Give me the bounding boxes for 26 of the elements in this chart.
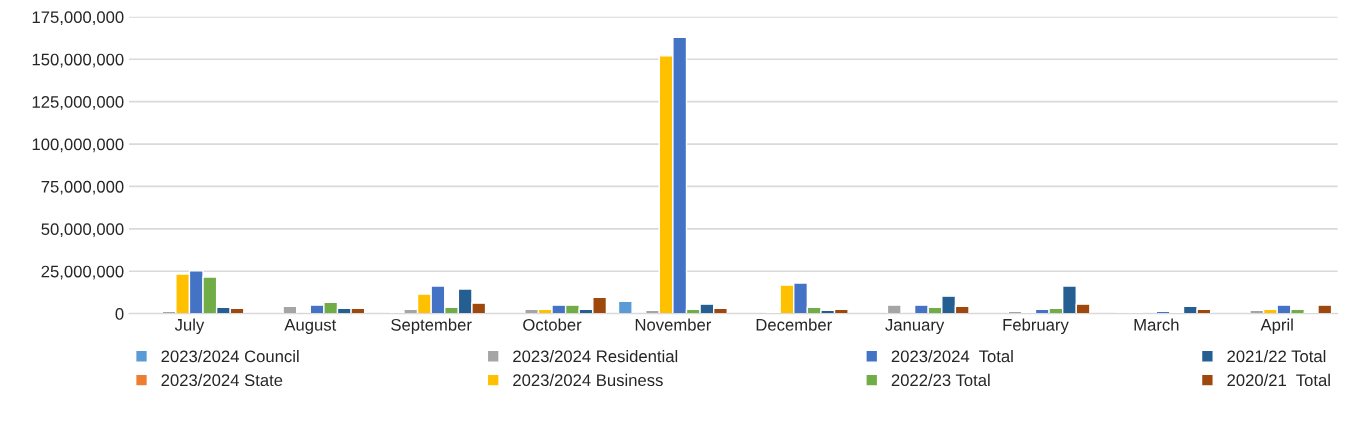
legend-label: 2023/2024 Business — [513, 373, 663, 387]
legend-label: 2022/23 Total — [891, 373, 990, 387]
y-tick-label: 175,000,000 — [32, 11, 124, 26]
x-tick-label: March — [1134, 318, 1179, 331]
x-tick-label: July — [174, 318, 205, 335]
y-tick-label: 25,000,000 — [41, 265, 124, 280]
y-tick-label: 100,000,000 — [32, 138, 124, 153]
legend-label: 2023/2024 Council — [161, 349, 299, 363]
y-tick-label: 0 — [115, 308, 124, 320]
y-tick-label: 150,000,000 — [32, 53, 124, 68]
x-tick-label: November — [635, 318, 712, 331]
y-tick-label: 50,000,000 — [41, 223, 124, 238]
x-tick-label: August — [284, 319, 337, 335]
legend-label: 2021/22 Total — [1227, 349, 1326, 363]
legend-label: 2023/2024 Total — [891, 349, 1013, 363]
legend-label: 2023/2024 State — [161, 373, 283, 387]
legend-label: 2023/2024 Residential — [513, 349, 678, 363]
x-tick-label: December — [756, 318, 832, 331]
y-tick-label: 75,000,000 — [41, 180, 124, 195]
y-tick-label: 125,000,000 — [32, 96, 124, 110]
x-tick-label: September — [391, 318, 472, 335]
x-tick-label: January — [885, 319, 945, 335]
legend-label: 2020/21 Total — [1227, 373, 1330, 387]
x-tick-label: February — [1003, 318, 1069, 335]
x-tick-label: April — [1260, 318, 1293, 335]
x-tick-label: October — [523, 318, 582, 331]
